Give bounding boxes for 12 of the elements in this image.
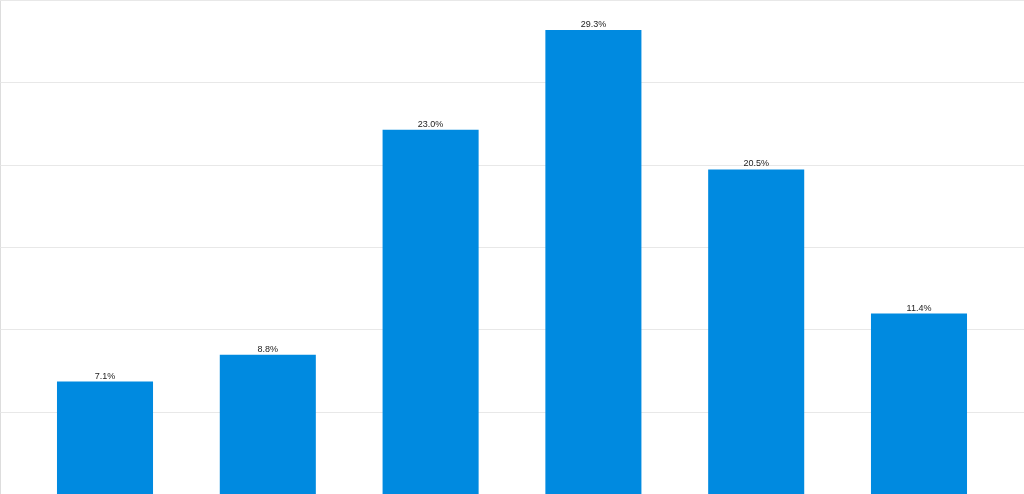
bar <box>870 313 968 494</box>
bar <box>382 129 479 494</box>
bar <box>545 30 642 494</box>
data-label: 29.3% <box>580 19 607 30</box>
data-label: 8.8% <box>257 343 279 354</box>
bar <box>708 169 805 494</box>
data-label: 23.0% <box>417 118 444 129</box>
bar <box>219 354 316 494</box>
data-label: 20.5% <box>743 158 769 169</box>
data-label: 11.4% <box>906 302 932 313</box>
data-label: 7.1% <box>94 370 116 381</box>
bar <box>56 381 154 494</box>
